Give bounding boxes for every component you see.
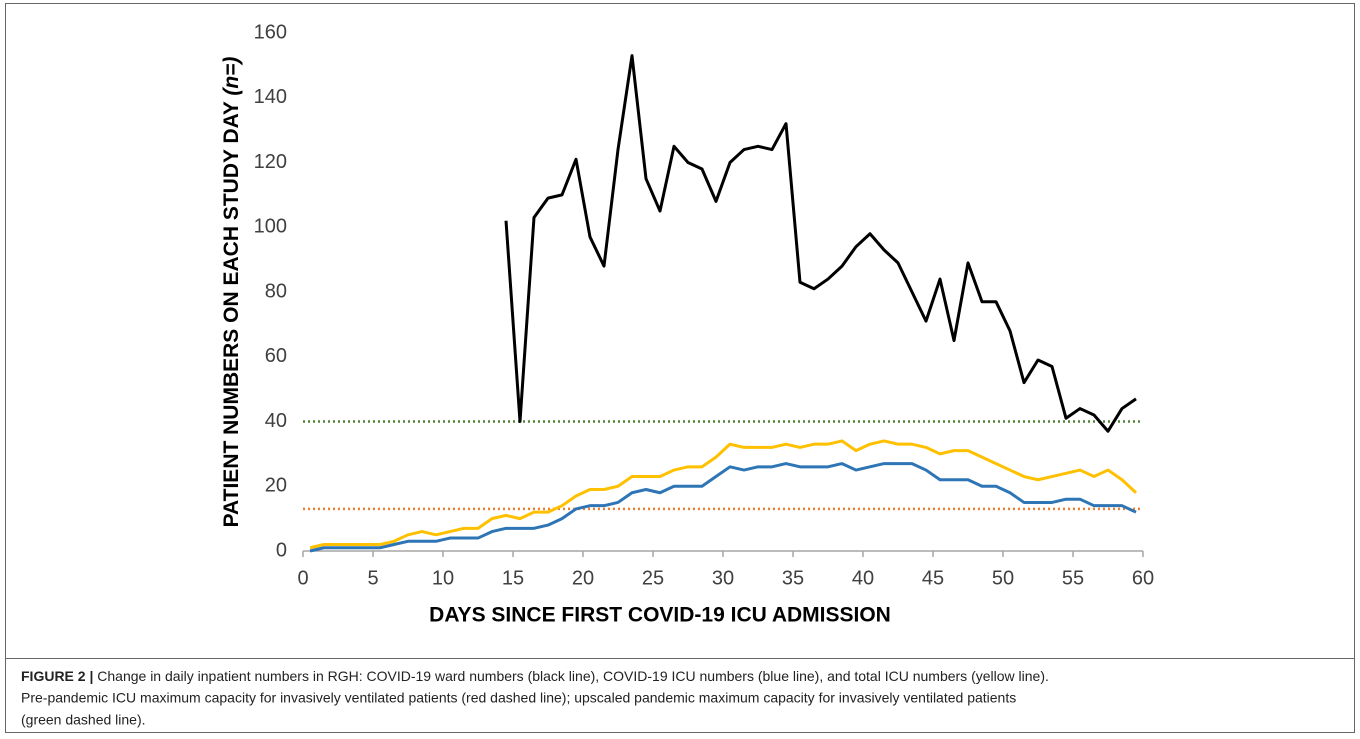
y-tick-label: 120 (254, 151, 287, 173)
x-tick-label: 20 (572, 567, 594, 589)
y-tick-label: 100 (254, 216, 287, 238)
y-tick-label: 40 (265, 410, 287, 432)
x-axis-label: DAYS SINCE FIRST COVID-19 ICU ADMISSION (429, 604, 891, 627)
x-tick-label: 40 (852, 567, 874, 589)
x-tick-label: 15 (502, 567, 524, 589)
x-tick-label: 25 (642, 567, 664, 589)
x-tick-label: 10 (432, 567, 454, 589)
x-tick-label: 0 (297, 567, 308, 589)
y-tick-label: 80 (265, 280, 287, 302)
y-tick-label: 20 (265, 475, 287, 497)
caption-text: Change in daily inpatient numbers in RGH… (93, 668, 1049, 684)
y-axis-label: PATIENT NUMBERS ON EACH STUDY DAY (n=) (220, 57, 243, 528)
y-axis-label-main: PATIENT NUMBERS ON EACH STUDY DAY (220, 96, 243, 528)
x-tick-label: 45 (922, 567, 944, 589)
caption-label: FIGURE 2 | (21, 668, 93, 684)
caption-line: (green dashed line). (21, 712, 146, 728)
caption-line: FIGURE 2 | Change in daily inpatient num… (21, 668, 1049, 684)
series-line (309, 439, 1138, 550)
series-line (309, 462, 1137, 553)
caption-line: Pre-pandemic ICU maximum capacity for in… (21, 690, 1016, 706)
x-tick-label: 60 (1132, 567, 1154, 589)
y-tick-label: 0 (276, 539, 287, 561)
y-tick-label: 60 (265, 345, 287, 367)
x-tick-label: 35 (782, 567, 804, 589)
y-tick-label: 140 (254, 86, 287, 108)
x-tick-label: 30 (712, 567, 734, 589)
figure-border (5, 3, 1355, 733)
x-tick-label: 5 (367, 567, 378, 589)
x-tick-label: 55 (1062, 567, 1084, 589)
y-axis-label-italic: (n=) (220, 57, 243, 96)
y-tick-label: 160 (254, 21, 287, 43)
x-tick-label: 50 (992, 567, 1014, 589)
series-line (504, 54, 1137, 433)
